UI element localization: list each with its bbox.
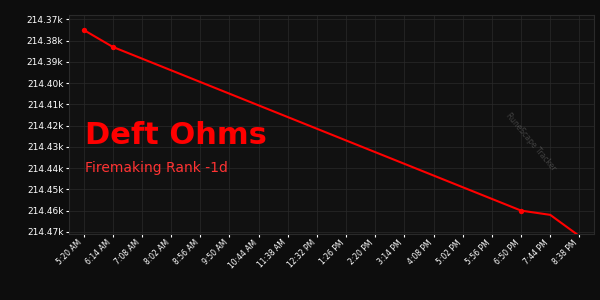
Point [79, 28, 88, 32]
Point [516, 208, 526, 213]
Text: Firemaking Rank -1d: Firemaking Rank -1d [85, 161, 227, 175]
Text: RuneScape Tracker: RuneScape Tracker [504, 111, 558, 173]
Point [108, 44, 118, 49]
Text: Deft Ohms: Deft Ohms [85, 121, 266, 150]
